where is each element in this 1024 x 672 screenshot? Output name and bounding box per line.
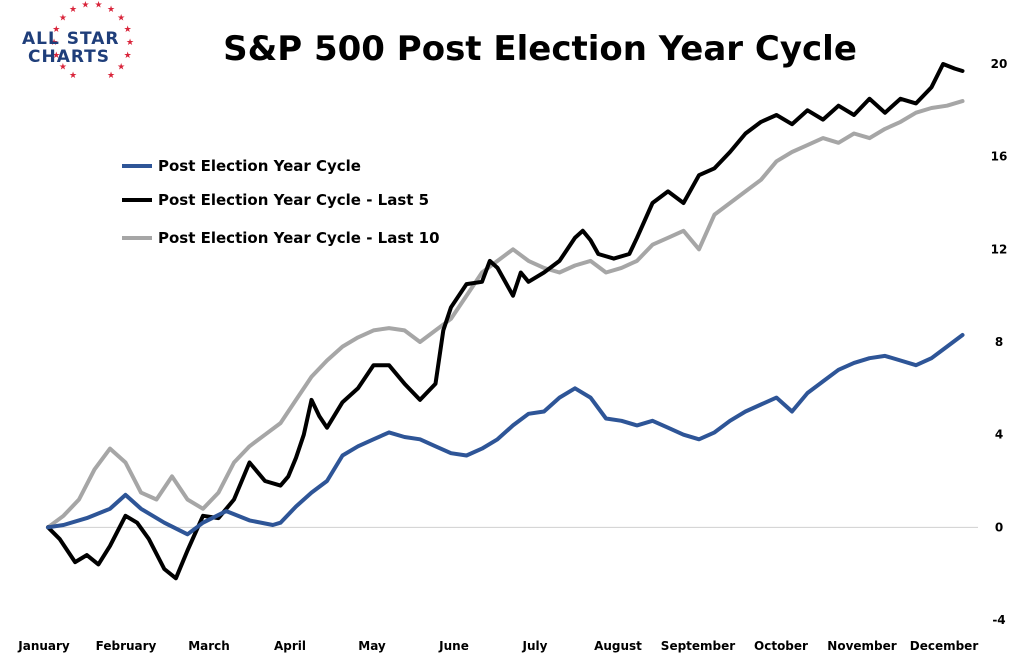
x-tick-label: March (188, 639, 230, 653)
x-tick-label: January (17, 639, 70, 653)
logo-star-icon: ★ (69, 70, 77, 80)
legend-item: Post Election Year Cycle - Last 5 (122, 191, 429, 209)
y-tick-label: 8 (995, 335, 1003, 349)
y-tick-label: -4 (992, 613, 1005, 627)
legend-item: Post Election Year Cycle - Last 10 (122, 229, 440, 247)
x-tick-label: May (358, 639, 386, 653)
logo-line1: ALL STAR (22, 29, 120, 49)
logo-line2: CHARTS (28, 47, 110, 67)
logo-star-icon: ★ (69, 4, 77, 14)
logo-star-icon: ★ (52, 50, 60, 60)
logo-star-icon: ★ (50, 37, 58, 47)
logo-star-ring-icon: ★★★★★★★ ★ ★ ★★★★★★★ (50, 0, 134, 80)
x-tick-label: November (827, 639, 896, 653)
logo-star-icon: ★ (124, 50, 132, 60)
legend-label: Post Election Year Cycle - Last 5 (158, 191, 429, 209)
logo-star-icon: ★ (107, 4, 115, 14)
logo-star-icon: ★ (117, 61, 125, 71)
x-tick-label: July (522, 639, 548, 653)
legend-label: Post Election Year Cycle (158, 157, 361, 175)
series-line-1 (46, 333, 965, 537)
x-axis: January February March April May June July Augu… (17, 639, 978, 653)
x-tick-label: February (96, 639, 157, 653)
y-tick-label: 0 (995, 520, 1003, 534)
x-tick-label: October (754, 639, 808, 653)
logo-star-icon: ★ (81, 0, 89, 10)
x-tick-label: August (594, 639, 642, 653)
series-layer (46, 62, 965, 581)
y-axis: -4 0 4 8 12 16 20 (991, 57, 1008, 627)
series-line-2 (46, 62, 965, 581)
logo: ★★★★★★★ ★ ★ ★★★★★★★ ALL STAR CHARTS (22, 0, 134, 80)
y-tick-label: 20 (991, 57, 1008, 71)
x-tick-label: June (438, 639, 469, 653)
legend-label: Post Election Year Cycle - Last 10 (158, 229, 440, 247)
logo-star-icon: ★ (95, 0, 103, 10)
legend: Post Election Year Cycle Post Election Ye… (122, 157, 440, 247)
logo-star-icon: ★ (124, 24, 132, 34)
logo-star-icon: ★ (107, 70, 115, 80)
logo-star-icon: ★ (52, 24, 60, 34)
x-tick-label: September (661, 639, 735, 653)
y-tick-label: 4 (995, 428, 1003, 442)
logo-star-icon: ★ (126, 37, 134, 47)
logo-star-icon: ★ (59, 13, 67, 23)
logo-star-icon: ★ (117, 13, 125, 23)
y-tick-label: 12 (991, 242, 1008, 256)
logo-star-icon: ★ (59, 61, 67, 71)
y-tick-label: 16 (991, 150, 1008, 164)
series-line-3 (46, 99, 965, 530)
chart-title: S&P 500 Post Election Year Cycle (223, 29, 857, 69)
x-tick-label: April (274, 639, 306, 653)
x-tick-label: December (910, 639, 979, 653)
legend-item: Post Election Year Cycle (122, 157, 361, 175)
